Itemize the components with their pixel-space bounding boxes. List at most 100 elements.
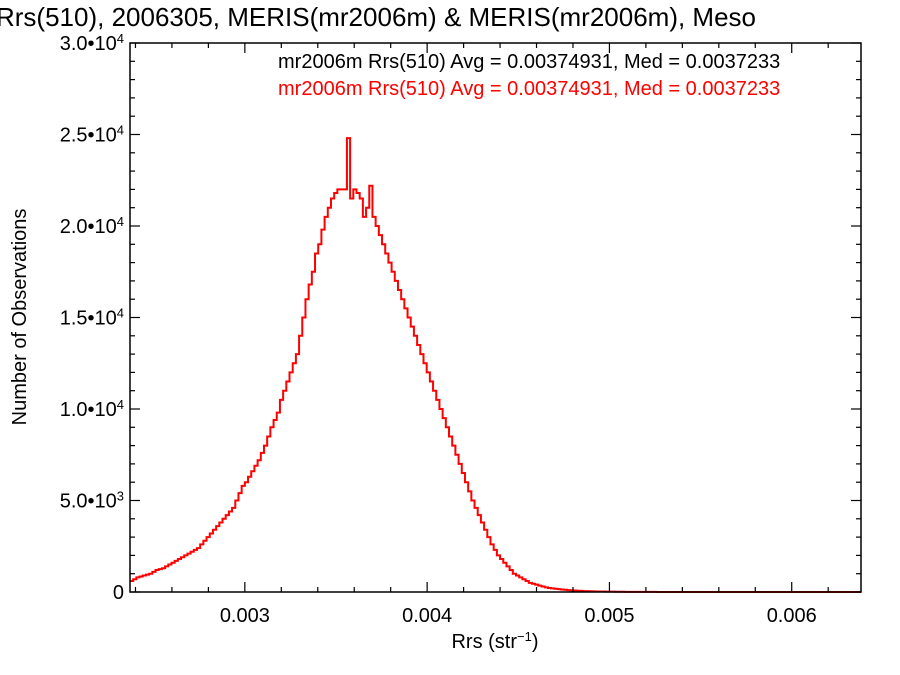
histogram-bin [312, 272, 315, 592]
histogram-bin [455, 455, 458, 592]
x-axis-label-close: ) [532, 631, 539, 653]
histogram-bin [280, 400, 283, 592]
histogram-bin [363, 217, 366, 592]
histogram-bin [318, 244, 321, 592]
histogram-bin [420, 354, 423, 592]
histogram-bin [270, 427, 273, 592]
histogram-bars [130, 138, 861, 592]
histogram-bin [408, 318, 411, 593]
histogram-bin [325, 217, 328, 592]
histogram-bin [162, 568, 165, 592]
histogram-bin [443, 418, 446, 592]
histogram-bin [337, 189, 340, 592]
histogram-bin [404, 308, 407, 592]
histogram-bin [350, 199, 353, 592]
histogram-bin [353, 189, 356, 592]
histogram-bin [360, 199, 363, 592]
x-axis-label: Rrs (str−1) [451, 629, 538, 654]
histogram-bin [401, 299, 404, 592]
histogram-bin [423, 363, 426, 592]
histogram-bin [274, 420, 277, 592]
histogram-bin [165, 566, 168, 592]
histogram-bin [395, 281, 398, 592]
histogram-bin [152, 572, 155, 592]
histogram-bin [235, 501, 238, 593]
x-tick-label: 0.003 [220, 605, 270, 627]
x-axis-ticks: 0.003 0.004 0.005 0.006 [134, 43, 829, 627]
chart-title: Rrs(510), 2006305, MERIS(mr2006m) & MERI… [0, 2, 756, 32]
histogram-bin [194, 550, 197, 592]
histogram-bin [459, 464, 462, 592]
histogram-bin [478, 515, 481, 592]
histogram-bin [344, 189, 347, 592]
histogram-bin [223, 519, 226, 592]
histogram-bin [216, 526, 219, 592]
y-axis-ticks: 0 5.0•103 1.0•104 1.5•104 2.0•104 2.5•104 3.0•… [60, 31, 861, 604]
histogram-bin [264, 446, 267, 592]
x-axis-label-main: Rrs (str [451, 631, 517, 653]
legend-entry-red: mr2006m Rrs(510) Avg = 0.00374931, Med =… [278, 78, 780, 100]
histogram-bin [305, 299, 308, 592]
histogram-bin [197, 548, 200, 592]
histogram-bin [309, 285, 312, 592]
histogram-bin [376, 226, 379, 592]
x-axis-label-superscript: −1 [517, 629, 532, 644]
y-tick-label: 5.0•103 [60, 488, 124, 513]
histogram-bin [296, 354, 299, 592]
y-tick-label: 2.0•104 [60, 214, 124, 239]
histogram-bin [207, 537, 210, 592]
y-tick-label: 0 [113, 582, 124, 604]
histogram-bin [187, 554, 190, 592]
histogram-bin [175, 561, 178, 592]
histogram-bin [299, 336, 302, 592]
histogram-bin [149, 574, 152, 592]
histogram-bin [446, 427, 449, 592]
histogram-bin [254, 466, 257, 592]
histogram-bin [242, 486, 245, 592]
histogram-bin [219, 522, 222, 592]
histogram-bin [245, 482, 248, 592]
histogram-bin [331, 199, 334, 592]
histogram-bin [277, 413, 280, 592]
histogram-step-line [130, 137, 861, 593]
histogram-bin [290, 372, 293, 592]
histogram-bin [229, 511, 232, 592]
histogram-bin [411, 327, 414, 592]
histogram-bin [302, 318, 305, 593]
histogram-bin [433, 391, 436, 592]
histogram-bin [334, 193, 337, 592]
histogram-bin [191, 552, 194, 592]
histogram-bin [251, 471, 254, 592]
histogram-bin [439, 409, 442, 592]
y-axis-label: Number of Observations [9, 209, 31, 426]
histogram-bin [200, 544, 203, 592]
histogram-bin [283, 391, 286, 592]
histogram-bin [471, 501, 474, 593]
histogram-bin [267, 436, 270, 592]
histogram-bin [143, 576, 146, 592]
histogram-bin [475, 508, 478, 592]
x-tick-label: 0.004 [402, 605, 452, 627]
histogram-bin [293, 363, 296, 592]
histogram-bin [286, 382, 289, 592]
histogram-bin [369, 186, 372, 592]
histogram-bin [481, 522, 484, 592]
histogram-bin [347, 138, 350, 592]
y-tick-label: 3.0•104 [60, 31, 124, 56]
x-tick-label: 0.006 [767, 605, 817, 627]
y-tick-label: 1.5•104 [60, 305, 124, 330]
histogram-bin [449, 436, 452, 592]
histogram-bin [341, 189, 344, 592]
histogram-bin [414, 336, 417, 592]
histogram-bin [238, 493, 241, 592]
y-tick-label: 1.0•104 [60, 397, 124, 422]
histogram-bin [385, 253, 388, 592]
histogram-bin [366, 208, 369, 592]
histogram-bin [248, 477, 251, 592]
histogram-bin [462, 473, 465, 592]
histogram-bin [328, 208, 331, 592]
histogram-bin [226, 515, 229, 592]
histogram-bin [497, 555, 500, 592]
histogram-bin [213, 530, 216, 592]
